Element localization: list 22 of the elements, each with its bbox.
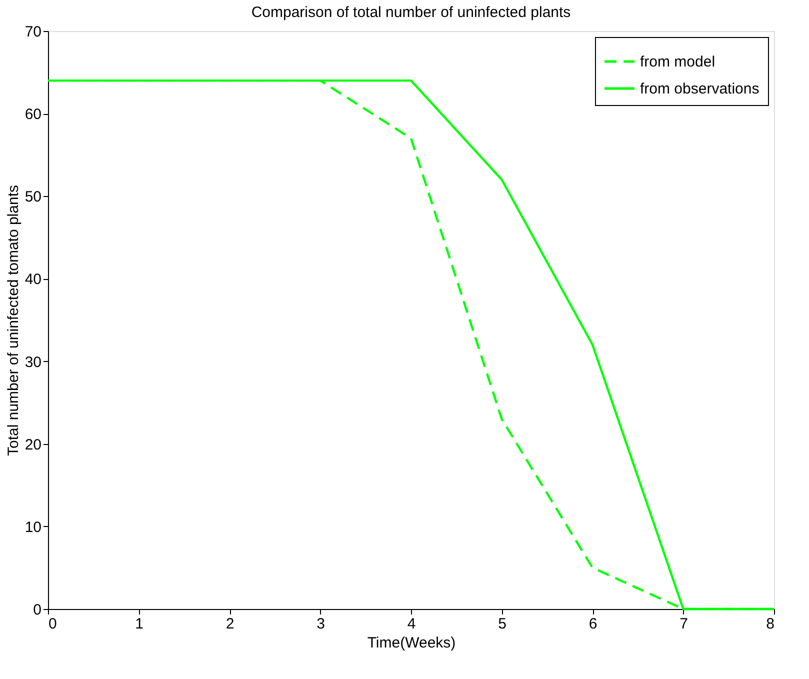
y-tick-label: 40 (24, 271, 42, 288)
y-tick-label: 10 (24, 518, 42, 536)
legend-label: from observations (640, 80, 760, 98)
x-tick-label: 2 (226, 616, 234, 632)
x-tick-label: 6 (588, 616, 598, 632)
y-tick-label: 50 (24, 188, 42, 206)
y-tick-label: 70 (24, 24, 42, 40)
x-tick-label: 4 (407, 616, 416, 632)
y-tick-label: 30 (24, 354, 42, 371)
y-tick-label: 60 (24, 106, 42, 124)
x-tick-label: 8 (766, 616, 774, 632)
y-tick-label: 0 (33, 602, 42, 618)
x-axis-title: Time(Weeks) (367, 634, 456, 652)
y-axis-title: Total number of uninfected tomato plants (4, 185, 22, 456)
x-tick-label: 0 (48, 616, 57, 632)
legend-label: from model (640, 54, 716, 70)
x-tick-label: 7 (680, 616, 688, 632)
x-tick-label: 1 (135, 616, 144, 632)
x-tick-label: 5 (498, 616, 506, 632)
chart-title: Comparison of total number of uninfected plants (251, 4, 571, 21)
y-tick-label: 20 (24, 436, 42, 454)
x-tick-label: 3 (316, 616, 325, 632)
